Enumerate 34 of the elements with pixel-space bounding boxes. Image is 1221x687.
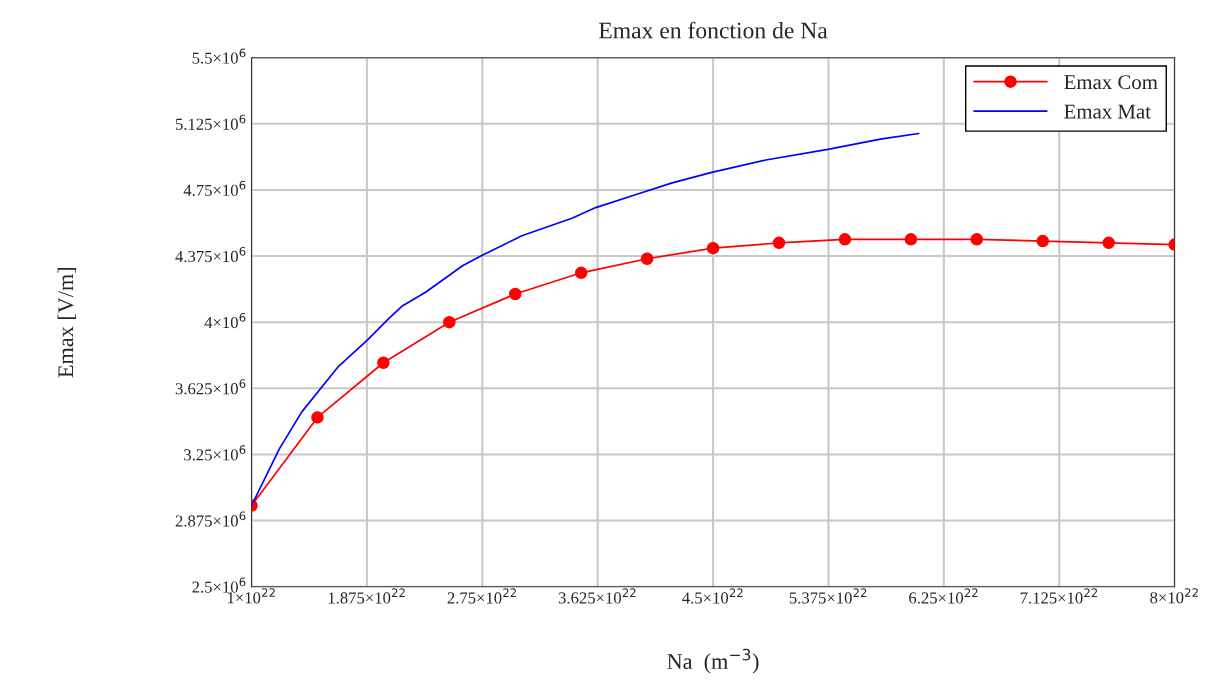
point — [706, 241, 720, 255]
x-tick-label: 8×10$^{22}$ — [1150, 588, 1198, 604]
point — [311, 411, 324, 424]
y-axis-title: Emax [V/m] — [57, 268, 77, 378]
chart-title: Emax en fonction de Na — [599, 21, 828, 39]
x-tick-label: 7.125×10$^{22}$ — [1020, 588, 1098, 604]
y-tick-label: 5.5×10$^{6}$ — [192, 48, 246, 64]
x-tick-label: 5.375×10$^{22}$ — [789, 588, 867, 604]
point — [377, 356, 390, 370]
point — [443, 315, 456, 329]
legend-label: Emax Mat — [1064, 104, 1151, 119]
point — [1102, 236, 1115, 250]
x-tick-label: 2.75×10$^{22}$ — [447, 588, 516, 604]
x-axis-title: Na (m$^{−3}$) — [667, 648, 759, 674]
point — [970, 233, 984, 246]
x-tick-label: 3.625×10$^{22}$ — [558, 588, 636, 604]
y-tick-label: 2.875×10$^{6}$ — [175, 511, 246, 527]
legend-label: Emax Com — [1064, 75, 1158, 90]
y-tick-label: 3.625×10$^{6}$ — [175, 379, 246, 395]
y-tick-label: 4.75×10$^{6}$ — [183, 180, 246, 197]
y-tick-label: 4.375×10$^{6}$ — [175, 246, 246, 263]
x-tick-label: 4.5×10$^{22}$ — [682, 588, 743, 604]
y-tick-label: 3.25×10$^{6}$ — [184, 445, 246, 461]
point — [574, 266, 588, 280]
point — [1036, 234, 1049, 248]
x-tick-label: 6.25×10$^{22}$ — [909, 588, 978, 604]
y-tick-label: 5.125×10$^{6}$ — [175, 114, 246, 130]
point — [509, 287, 522, 301]
y-tick-label: 4×10$^{6}$ — [204, 312, 246, 329]
x-tick-label: 1.875×10$^{22}$ — [328, 588, 405, 604]
point — [838, 233, 852, 246]
point — [640, 252, 654, 265]
point — [772, 236, 786, 250]
point — [904, 233, 918, 246]
